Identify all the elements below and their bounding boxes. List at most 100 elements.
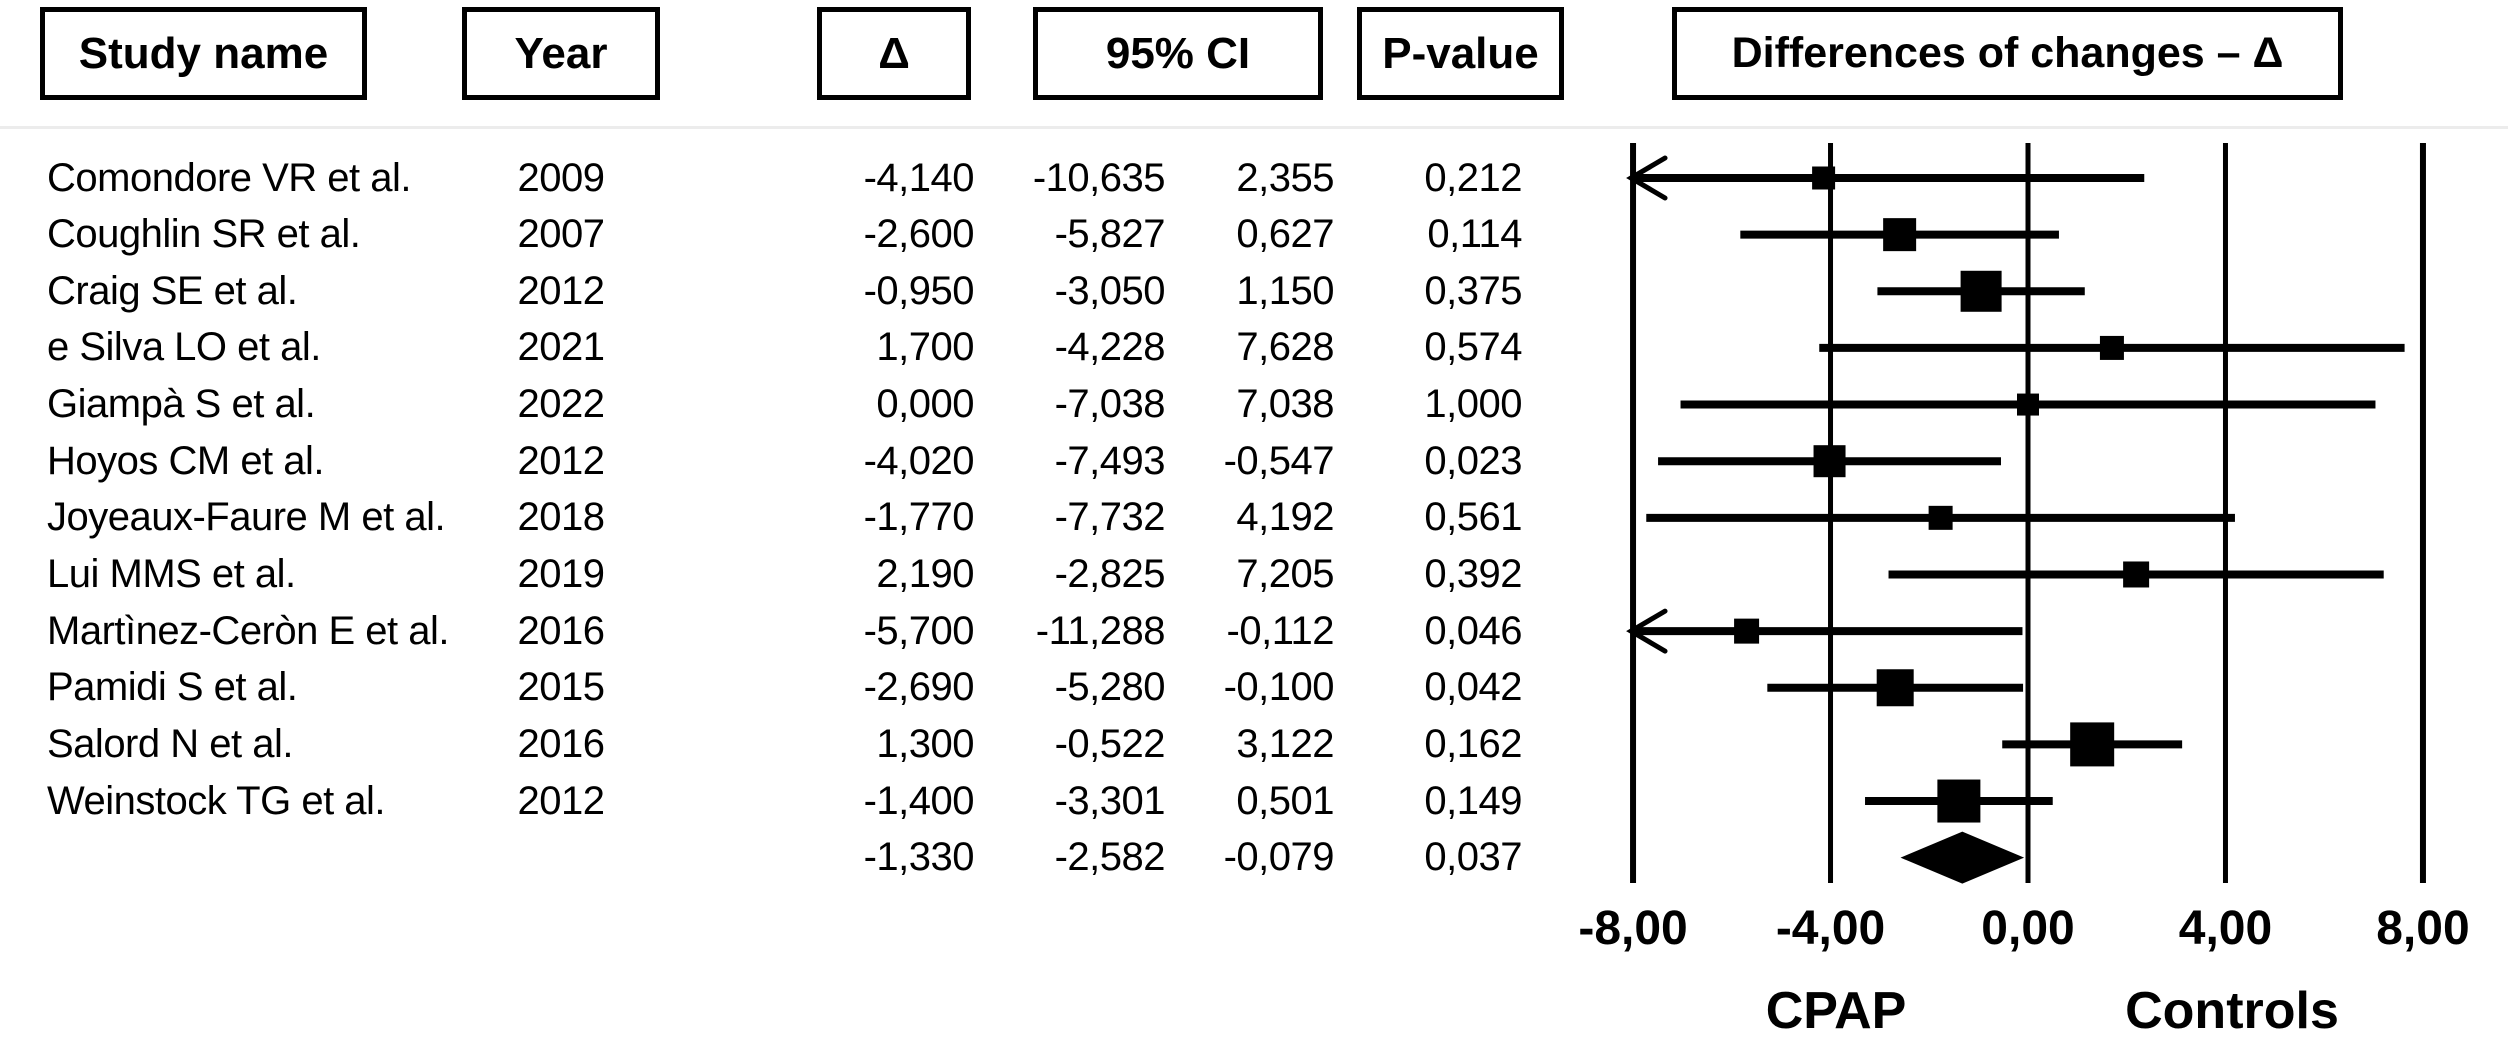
pvalue-cell: 0,212 <box>1424 155 1522 200</box>
year-cell: 2021 <box>517 325 605 370</box>
summary-ci-lower-cell: -2,582 <box>1054 835 1166 880</box>
study-name-cell: Salord N et al. <box>47 721 293 766</box>
ci-upper-cell: 0,501 <box>1236 778 1334 823</box>
effect-square <box>1960 270 2002 312</box>
x-tick-label: -8,00 <box>1578 902 1687 955</box>
table-row: Comondore VR et al. 2009 -4,140 -10,635 … <box>0 150 1570 207</box>
year-cell: 2016 <box>517 721 605 766</box>
ci-upper-cell: -0,547 <box>1223 438 1335 483</box>
year-cell: 2022 <box>517 382 605 427</box>
study-name-cell: Weinstock TG et al. <box>47 778 386 823</box>
header-box-delta: Δ <box>817 7 971 100</box>
delta-cell: -2,600 <box>863 212 975 257</box>
effect-square <box>1734 618 1760 644</box>
ci-truncation-arrow-icon <box>1626 155 1668 201</box>
header-separator <box>0 126 2508 129</box>
ci-lower-cell: -5,280 <box>1054 665 1166 710</box>
pvalue-cell: 0,149 <box>1424 778 1522 823</box>
ci-upper-cell: 7,038 <box>1236 382 1334 427</box>
ci-truncation-arrow-icon <box>1626 608 1668 654</box>
pvalue-cell: 0,046 <box>1424 608 1522 653</box>
table-row: Hoyos CM et al. 2012 -4,020 -7,493 -0,54… <box>0 433 1570 490</box>
pvalue-cell: 0,574 <box>1424 325 1522 370</box>
ci-lower-cell: -11,288 <box>1035 608 1166 653</box>
study-name-cell: Giampà S et al. <box>47 382 316 427</box>
delta-cell: -1,770 <box>863 495 975 540</box>
table-row: Salord N et al. 2016 1,300 -0,522 3,122 … <box>0 716 1570 773</box>
delta-cell: 2,190 <box>876 551 974 596</box>
table-row: e Silva LO et al. 2021 1,700 -4,228 7,62… <box>0 319 1570 376</box>
year-header-label: Year <box>514 28 608 78</box>
study-name-cell: Lui MMS et al. <box>47 551 296 596</box>
year-cell: 2012 <box>517 438 605 483</box>
effect-square <box>2123 561 2150 588</box>
summary-delta-cell: -1,330 <box>863 835 975 880</box>
table-row: Coughlin SR et al. 2007 -2,600 -5,827 0,… <box>0 206 1570 263</box>
year-cell: 2007 <box>517 212 605 257</box>
summary-diamond <box>1900 831 2025 884</box>
table-row: Pamidi S et al. 2015 -2,690 -5,280 -0,10… <box>0 659 1570 716</box>
cpap-group-label: CPAP <box>1766 982 1907 1040</box>
x-tick-label: -4,00 <box>1776 902 1885 955</box>
ci-lower-cell: -10,635 <box>1032 155 1166 200</box>
x-tick-label: 0,00 <box>1981 902 2074 955</box>
table-row: Lui MMS et al. 2019 2,190 -2,825 7,205 0… <box>0 546 1570 603</box>
study-name-cell: Pamidi S et al. <box>47 665 298 710</box>
delta-cell: 1,300 <box>876 721 974 766</box>
effect-square <box>1928 505 1953 530</box>
study-name-cell: Joyeaux-Faure M et al. <box>47 495 446 540</box>
table-row: Martìnez-Ceròn E et al. 2016 -5,700 -11,… <box>0 603 1570 660</box>
ci-lower-cell: -7,732 <box>1054 495 1166 540</box>
summary-pvalue-cell: 0,037 <box>1424 835 1522 880</box>
ci-lower-cell: -3,301 <box>1054 778 1166 823</box>
effect-square <box>1883 218 1917 252</box>
year-cell: 2019 <box>517 551 605 596</box>
effect-square <box>1876 669 1914 707</box>
delta-cell: -2,690 <box>863 665 975 710</box>
pvalue-cell: 0,114 <box>1427 212 1522 257</box>
effect-square <box>1937 779 1981 823</box>
year-cell: 2012 <box>517 268 605 313</box>
pvalue-cell: 0,042 <box>1424 665 1522 710</box>
year-cell: 2009 <box>517 155 605 200</box>
delta-cell: 1,700 <box>876 325 974 370</box>
ci-upper-cell: 7,205 <box>1236 551 1334 596</box>
delta-cell: -4,140 <box>863 155 975 200</box>
study-name-cell: Martìnez-Ceròn E et al. <box>47 608 450 653</box>
ci-upper-cell: 0,627 <box>1236 212 1334 257</box>
ci-upper-cell: 4,192 <box>1236 495 1334 540</box>
x-tick-label: 8,00 <box>2376 902 2469 955</box>
delta-cell: -4,020 <box>863 438 975 483</box>
ci-lower-cell: -2,825 <box>1054 551 1166 596</box>
pvalue-header-label: P-value <box>1382 28 1539 78</box>
pvalue-cell: 0,392 <box>1424 551 1522 596</box>
effect-square <box>2099 335 2124 360</box>
table-row: Giampà S et al. 2022 0,000 -7,038 7,038 … <box>0 376 1570 433</box>
delta-cell: -1,400 <box>863 778 975 823</box>
header-box-study-name: Study name <box>40 7 367 100</box>
effect-square <box>1812 166 1836 190</box>
ci-lower-cell: -7,493 <box>1054 438 1166 483</box>
year-cell: 2018 <box>517 495 605 540</box>
controls-group-label: Controls <box>2125 982 2339 1040</box>
delta-cell: -0,950 <box>863 268 975 313</box>
ci-lower-cell: -0,522 <box>1054 721 1166 766</box>
ci-upper-cell: 7,628 <box>1236 325 1334 370</box>
pvalue-cell: 1,000 <box>1424 382 1522 427</box>
header-box-pvalue: P-value <box>1357 7 1564 100</box>
ci-upper-cell: -0,100 <box>1223 665 1335 710</box>
effect-square <box>1813 445 1846 478</box>
study-name-cell: Comondore VR et al. <box>47 155 412 200</box>
ci-upper-cell: 2,355 <box>1236 155 1334 200</box>
ci-lower-cell: -5,827 <box>1054 212 1166 257</box>
delta-cell: -5,700 <box>863 608 975 653</box>
study-name-cell: e Silva LO et al. <box>47 325 321 370</box>
study-name-cell: Craig SE et al. <box>47 268 298 313</box>
year-cell: 2015 <box>517 665 605 710</box>
study-name-cell: Coughlin SR et al. <box>47 212 361 257</box>
table-row: Craig SE et al. 2012 -0,950 -3,050 1,150… <box>0 263 1570 320</box>
ci-lower-cell: -3,050 <box>1054 268 1166 313</box>
header-box-year: Year <box>462 7 660 100</box>
table-row: Joyeaux-Faure M et al. 2018 -1,770 -7,73… <box>0 489 1570 546</box>
